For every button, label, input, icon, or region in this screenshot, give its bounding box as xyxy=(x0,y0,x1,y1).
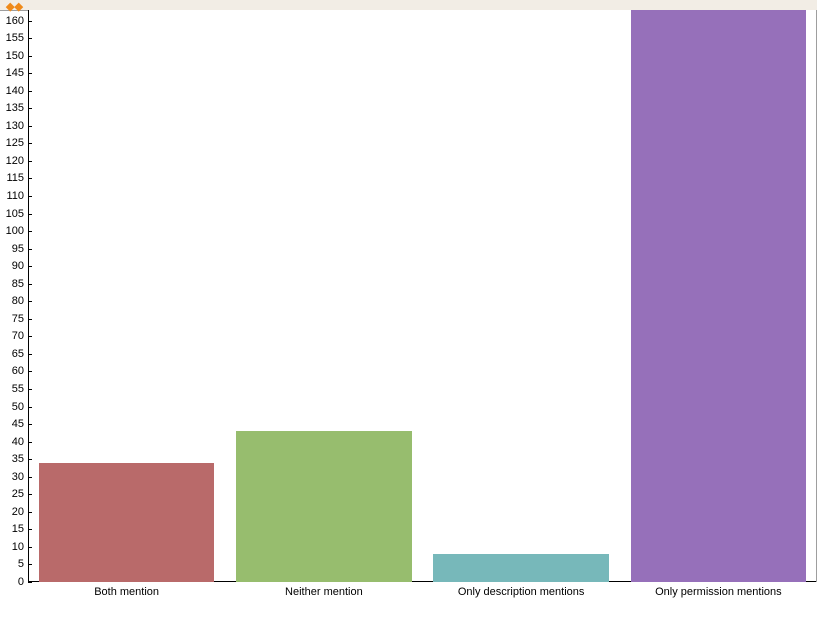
y-tick-label: 25 xyxy=(12,488,24,500)
bar xyxy=(236,431,412,582)
y-tick-label: 105 xyxy=(6,208,24,220)
y-tick-label: 160 xyxy=(6,15,24,27)
bar xyxy=(433,554,609,582)
x-tick-label: Both mention xyxy=(94,586,159,598)
y-tick-mark xyxy=(28,284,32,285)
y-tick-mark xyxy=(28,442,32,443)
y-tick-label: 85 xyxy=(12,278,24,290)
y-tick-label: 80 xyxy=(12,295,24,307)
y-tick-mark xyxy=(28,214,32,215)
y-tick-label: 5 xyxy=(18,558,24,570)
y-tick-label: 10 xyxy=(12,541,24,553)
y-tick-mark xyxy=(28,56,32,57)
y-tick-mark xyxy=(28,512,32,513)
y-tick-mark xyxy=(28,38,32,39)
y-tick-label: 35 xyxy=(12,453,24,465)
x-tick-label: Only description mentions xyxy=(458,586,585,598)
y-tick-mark xyxy=(28,249,32,250)
y-tick-label: 75 xyxy=(12,313,24,325)
y-tick-label: 110 xyxy=(6,190,24,202)
y-tick-label: 135 xyxy=(6,102,24,114)
y-tick-mark xyxy=(28,196,32,197)
y-tick-mark xyxy=(28,407,32,408)
y-tick-label: 40 xyxy=(12,436,24,448)
y-tick-label: 115 xyxy=(6,172,24,184)
y-tick-label: 0 xyxy=(18,576,24,588)
y-tick-label: 140 xyxy=(6,85,24,97)
y-tick-label: 70 xyxy=(12,330,24,342)
bar xyxy=(39,463,215,582)
y-tick-label: 60 xyxy=(12,365,24,377)
y-tick-label: 65 xyxy=(12,348,24,360)
y-tick-label: 125 xyxy=(6,137,24,149)
x-axis-labels: Both mention Neither mention Only descript… xyxy=(28,586,817,606)
y-tick-mark xyxy=(28,143,32,144)
y-tick-mark xyxy=(28,178,32,179)
y-tick-mark xyxy=(28,231,32,232)
x-tick-label: Neither mention xyxy=(285,586,363,598)
chart-plot-area xyxy=(28,10,817,582)
y-tick-mark xyxy=(28,564,32,565)
y-tick-mark xyxy=(28,354,32,355)
x-tick-label: Only permission mentions xyxy=(655,586,782,598)
y-tick-label: 20 xyxy=(12,506,24,518)
y-tick-mark xyxy=(28,126,32,127)
y-tick-mark xyxy=(28,389,32,390)
y-tick-mark xyxy=(28,301,32,302)
y-tick-mark xyxy=(28,319,32,320)
y-tick-label: 45 xyxy=(12,418,24,430)
y-tick-label: 100 xyxy=(6,225,24,237)
y-tick-mark xyxy=(28,424,32,425)
y-tick-mark xyxy=(28,371,32,372)
y-tick-mark xyxy=(28,477,32,478)
y-tick-mark xyxy=(28,91,32,92)
y-tick-mark xyxy=(28,494,32,495)
y-tick-mark xyxy=(28,161,32,162)
y-tick-mark xyxy=(28,336,32,337)
y-tick-mark xyxy=(28,108,32,109)
y-tick-label: 90 xyxy=(12,260,24,272)
y-tick-mark xyxy=(28,21,32,22)
y-tick-mark xyxy=(28,266,32,267)
y-tick-label: 155 xyxy=(6,32,24,44)
bar xyxy=(631,10,807,582)
y-tick-label: 50 xyxy=(12,401,24,413)
y-tick-mark xyxy=(28,547,32,548)
y-tick-mark xyxy=(28,459,32,460)
y-tick-label: 120 xyxy=(6,155,24,167)
y-tick-label: 55 xyxy=(12,383,24,395)
y-tick-mark xyxy=(28,529,32,530)
y-tick-label: 15 xyxy=(12,523,24,535)
y-axis-labels: 0510152025303540455055606570758085909510… xyxy=(0,10,28,582)
y-tick-label: 150 xyxy=(6,50,24,62)
y-tick-mark xyxy=(28,73,32,74)
y-tick-mark xyxy=(28,582,32,583)
y-axis-line xyxy=(28,10,29,582)
y-tick-label: 145 xyxy=(6,67,24,79)
y-tick-label: 130 xyxy=(6,120,24,132)
y-tick-label: 95 xyxy=(12,243,24,255)
y-tick-label: 30 xyxy=(12,471,24,483)
